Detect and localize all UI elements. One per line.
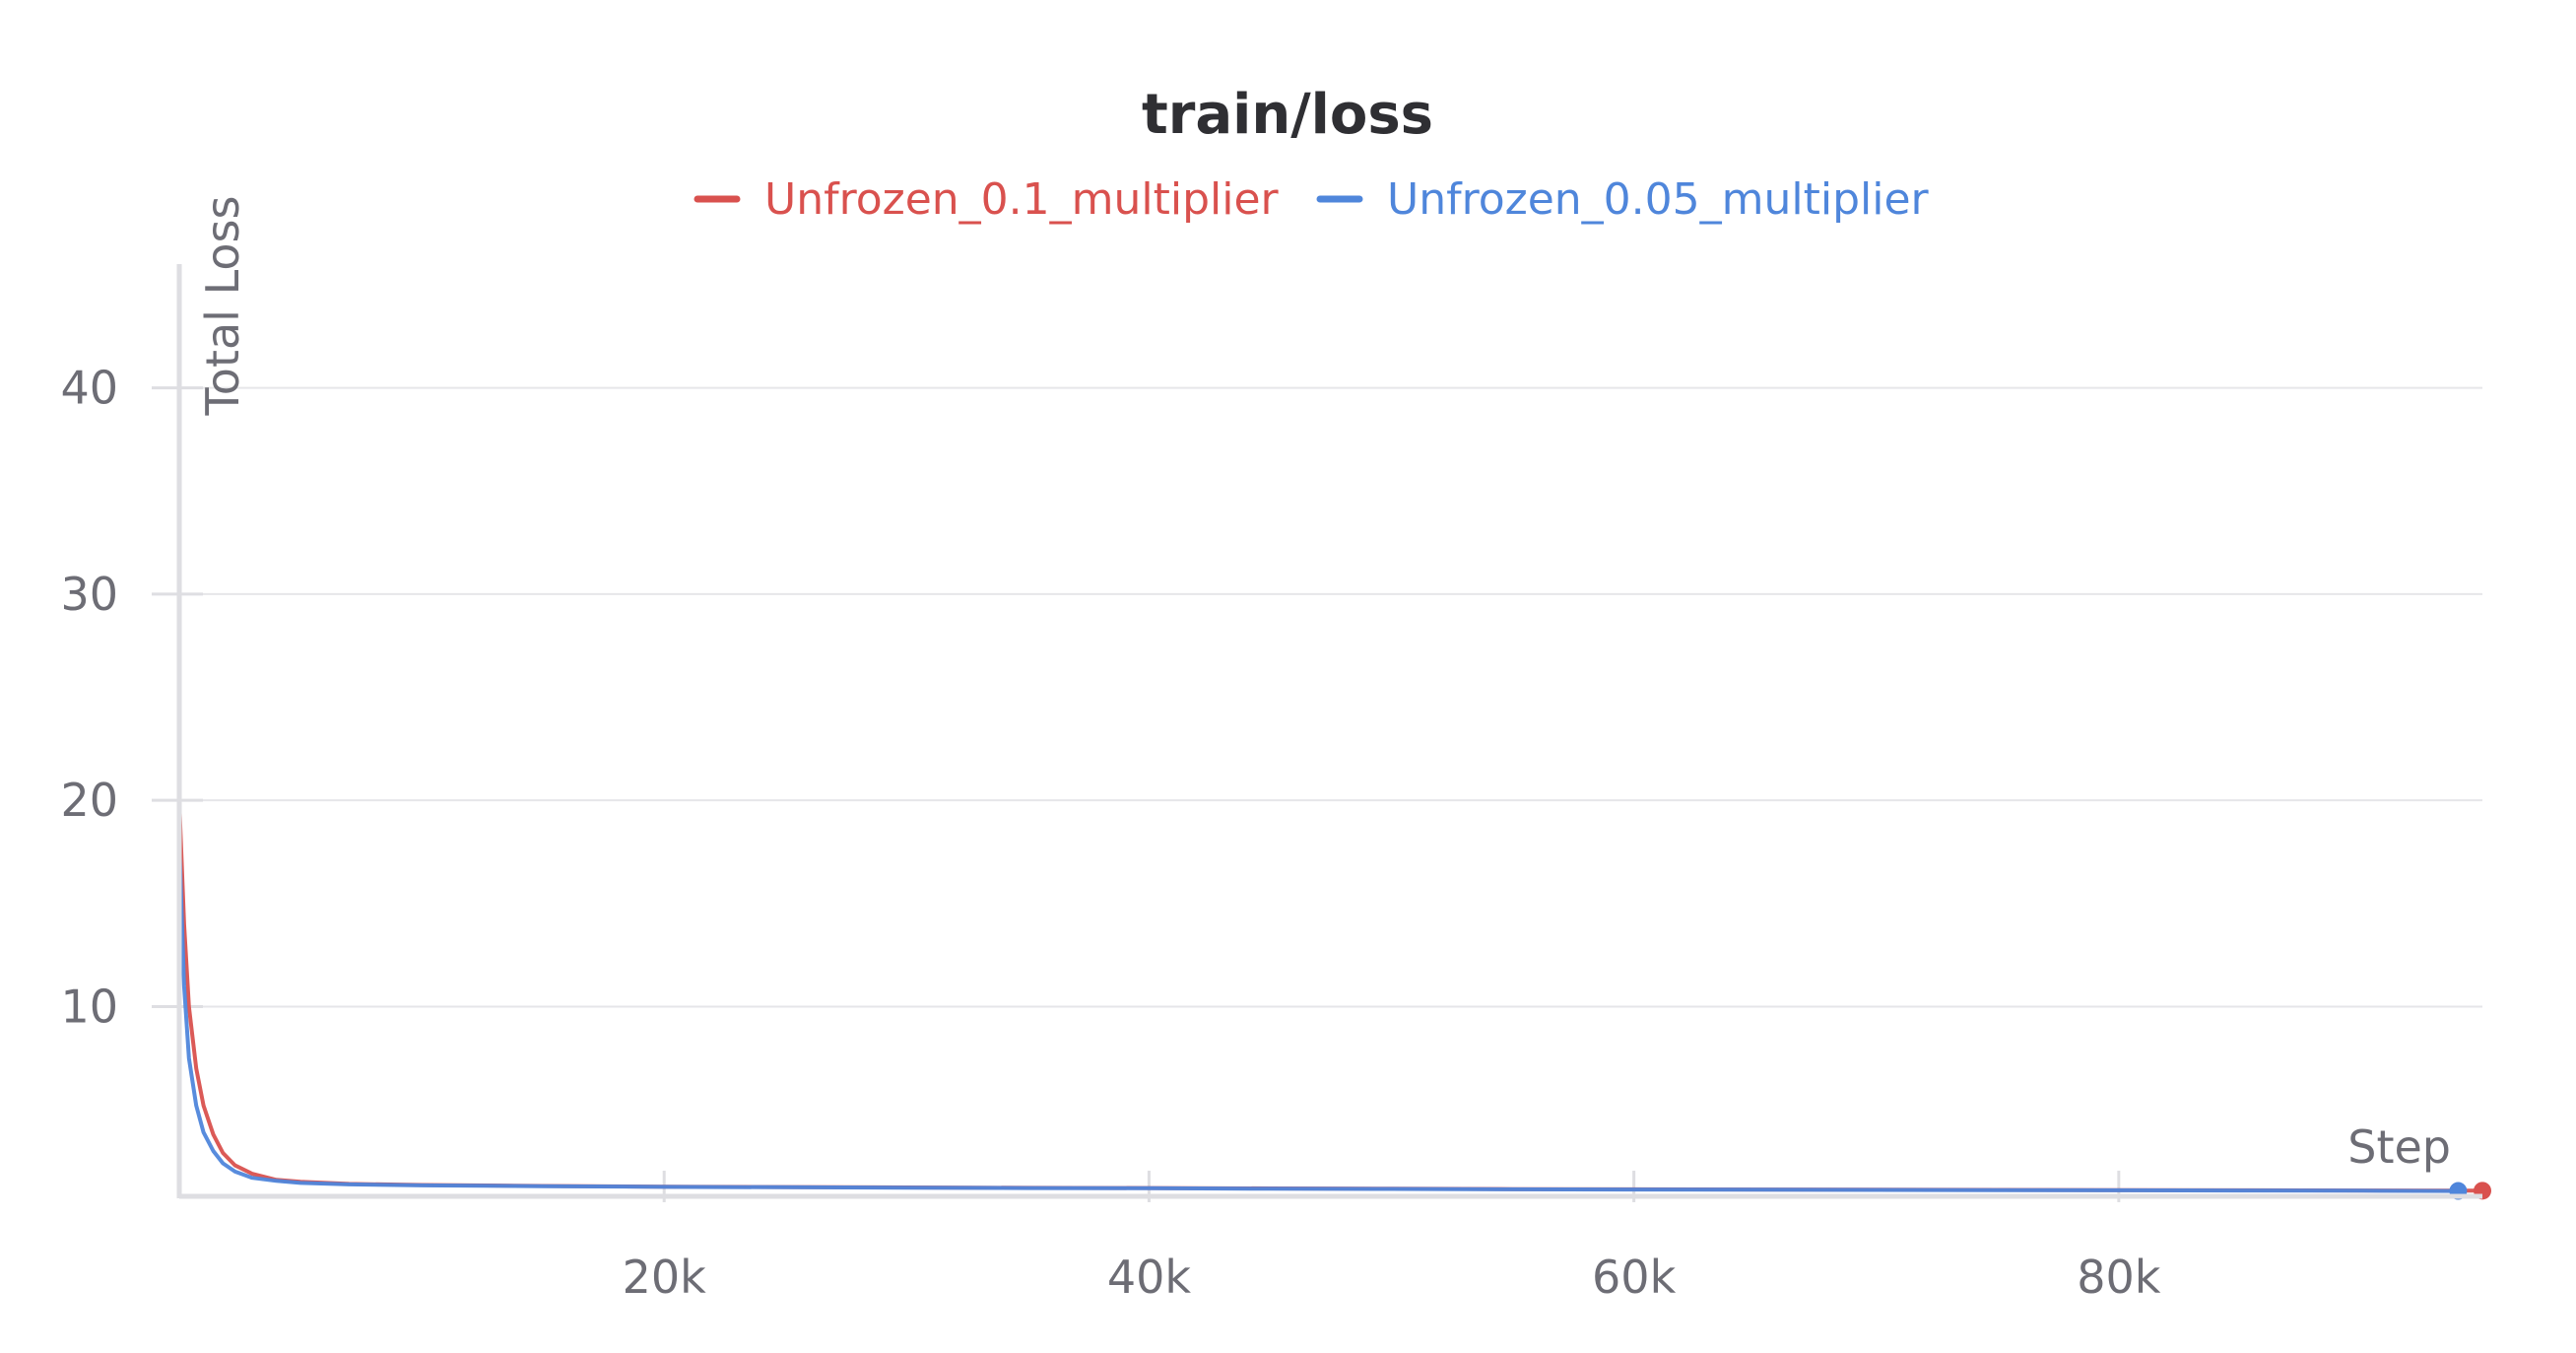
chart-title: train/loss xyxy=(1142,83,1433,147)
y-tick-label-1: 10 xyxy=(60,980,118,1033)
axes xyxy=(176,264,2482,1199)
y-tick-label-4: 40 xyxy=(60,362,118,415)
x-axis-label: Step xyxy=(2347,1120,2451,1174)
y-tick-label-2: 20 xyxy=(60,774,118,827)
x-tick-label-2: 40k xyxy=(1107,1251,1192,1304)
x-tick-label-4: 80k xyxy=(2077,1251,2161,1304)
legend: Unfrozen_0.1_multiplier Unfrozen_0.05_mul… xyxy=(694,174,1930,225)
series-line-1 xyxy=(177,798,2484,1193)
series-line-2 xyxy=(177,840,2461,1193)
y-tick-label-3: 30 xyxy=(60,568,118,621)
x-tick-label-1: 20k xyxy=(623,1251,707,1304)
y-axis-label: Total Loss xyxy=(196,196,249,417)
legend-label-1: Unfrozen_0.1_multiplier xyxy=(764,174,1280,225)
axis-ticks: 10 20 30 40 20k 40k 60k 80k xyxy=(60,362,2160,1304)
series-layer xyxy=(177,798,2491,1200)
x-tick-label-3: 60k xyxy=(1592,1251,1677,1304)
legend-label-2: Unfrozen_0.05_multiplier xyxy=(1387,174,1930,225)
gridlines xyxy=(179,386,2482,1008)
